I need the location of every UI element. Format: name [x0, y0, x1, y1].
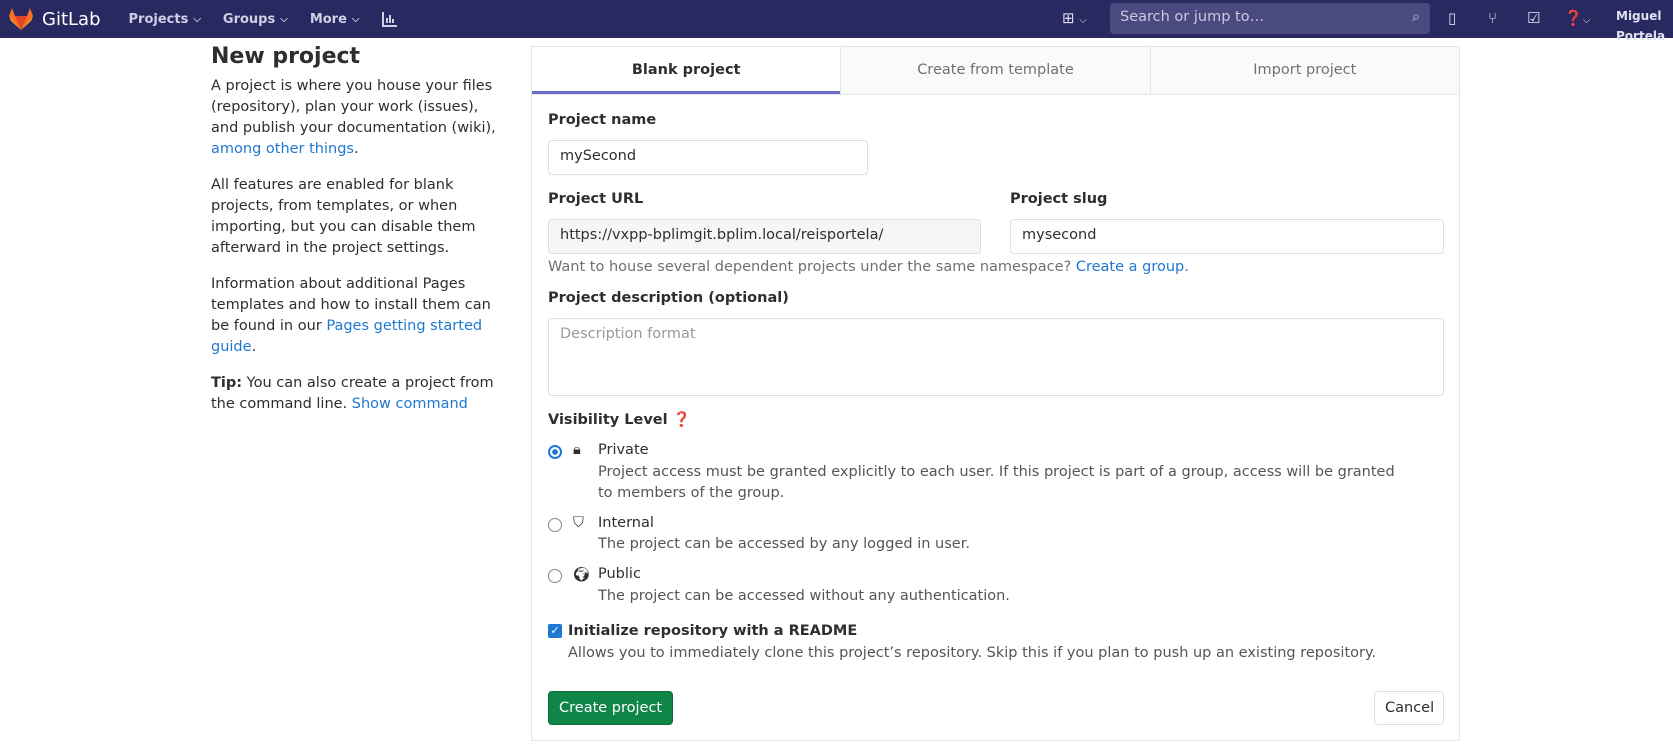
project-slug-input[interactable]: mysecond	[1010, 219, 1444, 254]
intro-text: A project is where you house your files …	[211, 78, 496, 136]
merge-request-icon[interactable]: ⑂	[1488, 9, 1498, 27]
chevron-down-icon: ⌵	[351, 13, 360, 25]
pages-end: .	[251, 339, 257, 355]
search-icon: ⌕	[1411, 9, 1420, 25]
create-group-link[interactable]: Create a group.	[1075, 259, 1189, 275]
project-name-input[interactable]: mySecond	[548, 140, 868, 175]
nav-more[interactable]: More ⌵	[310, 12, 360, 27]
private-title: Private	[598, 442, 649, 458]
namespace-help-text: Want to house several dependent projects…	[548, 259, 1076, 275]
public-title: Public	[598, 566, 641, 582]
tip-label: Tip:	[211, 375, 243, 391]
show-command-link[interactable]: Show command	[351, 396, 468, 412]
page-title: New project	[211, 44, 361, 69]
project-name-label: Project name	[548, 112, 657, 128]
chart-icon[interactable]	[381, 11, 398, 27]
intro-paragraph: A project is where you house your files …	[211, 76, 506, 160]
todo-icon[interactable]: ☑	[1527, 9, 1541, 27]
project-url-label: Project URL	[548, 191, 644, 207]
namespace-help: Want to house several dependent projects…	[548, 259, 1189, 275]
create-project-button[interactable]: Create project	[548, 691, 674, 725]
brand-name: GitLab	[42, 8, 101, 30]
globe-icon: 🌍︎	[572, 567, 591, 583]
nav-groups[interactable]: Groups ⌵	[223, 12, 288, 27]
new-project-panel: Blank project Create from template Impor…	[531, 46, 1460, 741]
user-name: Miguel Portela	[1616, 9, 1666, 43]
project-url-namespace[interactable]: https://vxpp-bplimgit.bplim.local/reispo…	[548, 219, 981, 254]
tanuki-icon	[9, 8, 33, 30]
chevron-down-icon: ⌵	[193, 13, 201, 25]
chevron-down-icon: ⌵	[280, 13, 288, 25]
user-avatar-menu[interactable]: Miguel Portela	[1616, 6, 1673, 46]
search-input[interactable]: Search or jump to… ⌕	[1110, 3, 1430, 34]
internal-radio[interactable]	[548, 518, 562, 532]
readme-label[interactable]: Initialize repository with a README	[568, 623, 858, 639]
tab-bar: Blank project Create from template Impor…	[532, 47, 1459, 95]
plus-square-icon[interactable]: ⊞ ⌵	[1062, 9, 1087, 27]
internal-desc: The project can be accessed by any logge…	[598, 536, 970, 552]
help-icon[interactable]: ❓⌵	[1564, 9, 1591, 27]
gitlab-logo[interactable]: GitLab	[8, 7, 101, 31]
description-label: Project description (optional)	[548, 290, 789, 306]
nav-projects[interactable]: Projects ⌵	[129, 12, 201, 27]
help-icon[interactable]: ❓	[672, 412, 691, 428]
lock-icon: 🔒︎	[573, 442, 581, 458]
top-navbar: GitLab Projects ⌵ Groups ⌵ More ⌵ ⊞ ⌵ Searc…	[0, 0, 1673, 43]
cancel-button[interactable]: Cancel	[1374, 691, 1444, 725]
public-radio[interactable]	[548, 569, 562, 583]
issues-icon[interactable]: ▯	[1448, 9, 1457, 27]
shield-icon: ⛉	[573, 515, 584, 531]
tip-text: You can also create a project from the c…	[211, 375, 494, 412]
visibility-label-text: Visibility Level	[548, 412, 668, 428]
features-paragraph: All features are enabled for blank proje…	[211, 177, 476, 256]
public-desc: The project can be accessed without any …	[598, 588, 1010, 604]
internal-title: Internal	[598, 515, 654, 531]
nav-more-label: More	[309, 11, 347, 27]
search-placeholder: Search or jump to…	[1120, 9, 1265, 25]
pages-guide-link[interactable]: Pages getting started guide	[211, 318, 483, 355]
nav-projects-label: Projects	[128, 11, 189, 27]
private-radio[interactable]	[548, 445, 562, 459]
tip-paragraph: Tip: You can also create a project from …	[211, 373, 506, 415]
pages-text: Information about additional Pages templ…	[211, 276, 491, 334]
private-desc: Project access must be granted explicitl…	[598, 464, 1395, 501]
project-slug-label: Project slug	[1010, 191, 1108, 207]
visibility-label: Visibility Level ❓	[548, 411, 691, 428]
nav-groups-label: Groups	[222, 11, 276, 27]
intro-end: .	[353, 141, 359, 157]
sidebar-info: New project A project is where you house…	[211, 46, 506, 430]
pages-paragraph: Information about additional Pages templ…	[211, 274, 506, 358]
tab-import-project[interactable]: Import project	[1149, 47, 1459, 94]
readme-checkbox[interactable]: ✓	[548, 624, 562, 638]
tab-blank-project[interactable]: Blank project	[532, 47, 841, 94]
among-other-things-link[interactable]: among other things	[211, 141, 354, 157]
readme-desc: Allows you to immediately clone this pro…	[568, 645, 1377, 661]
tab-create-from-template[interactable]: Create from template	[840, 47, 1150, 94]
description-textarea[interactable]: Description format	[548, 318, 1444, 396]
